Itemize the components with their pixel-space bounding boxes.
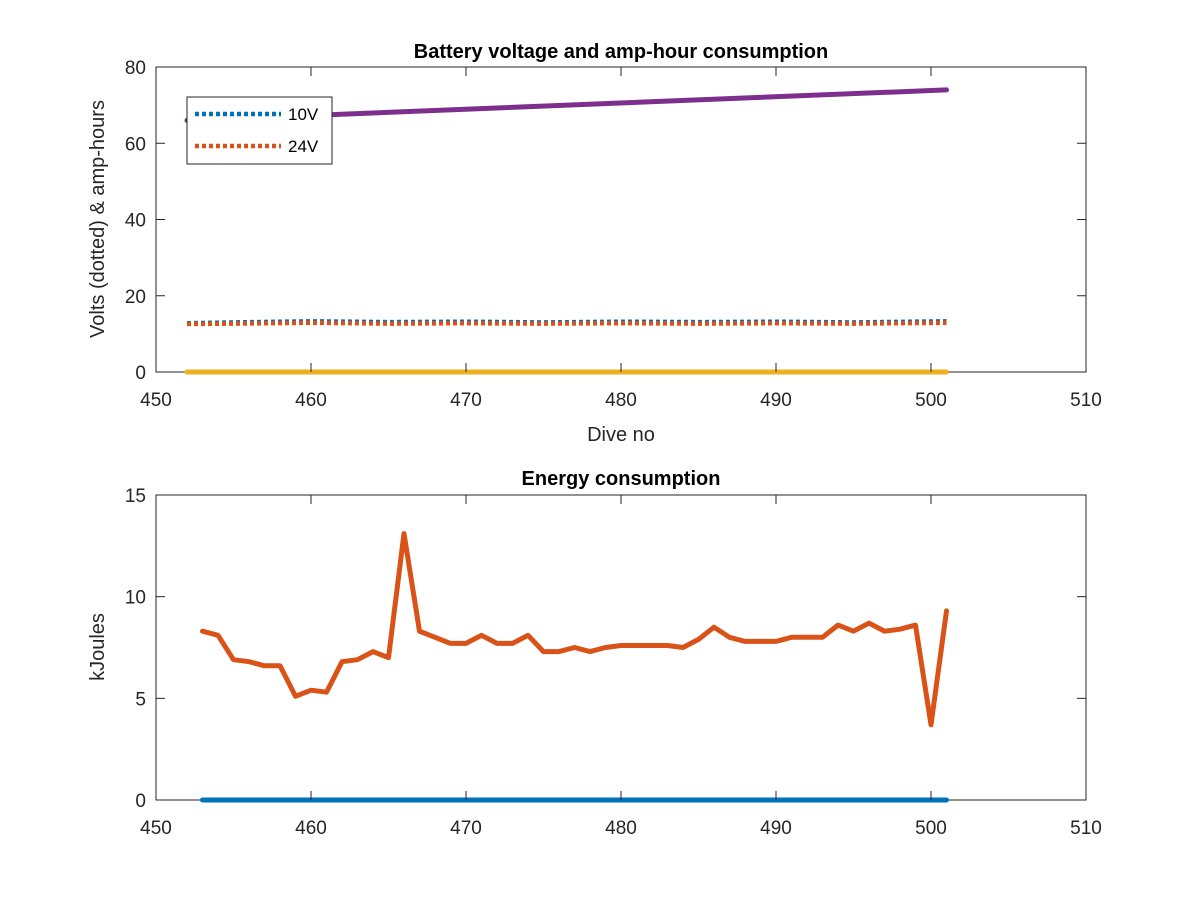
battery-chart-legend: 10V 24V <box>186 96 333 165</box>
battery-chart-title: Battery voltage and amp-hour consumption <box>414 41 828 63</box>
x-tick-label: 500 <box>915 818 947 839</box>
y-tick-label: 80 <box>125 58 146 79</box>
battery-chart-ylabel: Volts (dotted) & amp-hours <box>87 100 109 338</box>
x-tick-label: 510 <box>1070 818 1102 839</box>
energy-chart-ylabel: kJoules <box>87 613 109 681</box>
chart2-series-line-2 <box>200 531 949 728</box>
legend-label-10v: 10V <box>288 105 319 124</box>
x-tick-label: 470 <box>450 818 482 839</box>
x-tick-label: 470 <box>450 390 482 411</box>
energy-chart-marks <box>200 531 949 803</box>
battery-chart-ticks: 450 460 470 480 490 500 510 0 20 40 60 80 <box>125 58 1102 411</box>
x-tick-label: 500 <box>915 390 947 411</box>
x-tick-label: 490 <box>760 390 792 411</box>
chart1-series-line-2 <box>186 320 947 327</box>
battery-chart: 450 460 470 480 490 500 510 0 20 40 60 80 Battery v… <box>87 41 1102 446</box>
x-tick-label: 450 <box>140 390 172 411</box>
y-tick-label: 60 <box>125 134 146 155</box>
battery-chart-xlabel: Dive no <box>587 424 655 446</box>
x-tick-label: 460 <box>295 390 327 411</box>
y-tick-label: 0 <box>135 791 146 812</box>
y-tick-label: 40 <box>125 211 146 232</box>
y-tick-label: 0 <box>135 363 146 384</box>
x-tick-label: 480 <box>605 818 637 839</box>
x-tick-label: 460 <box>295 818 327 839</box>
y-tick-label: 10 <box>125 588 146 609</box>
legend-label-24v: 24V <box>288 137 319 156</box>
y-tick-label: 5 <box>135 689 146 710</box>
y-tick-label: 15 <box>125 486 146 507</box>
x-tick-label: 490 <box>760 818 792 839</box>
legend-box <box>186 96 333 165</box>
x-tick-label: 510 <box>1070 390 1102 411</box>
x-tick-label: 480 <box>605 390 637 411</box>
energy-chart-title: Energy consumption <box>522 468 721 490</box>
y-tick-label: 20 <box>125 287 146 308</box>
x-tick-label: 450 <box>140 818 172 839</box>
